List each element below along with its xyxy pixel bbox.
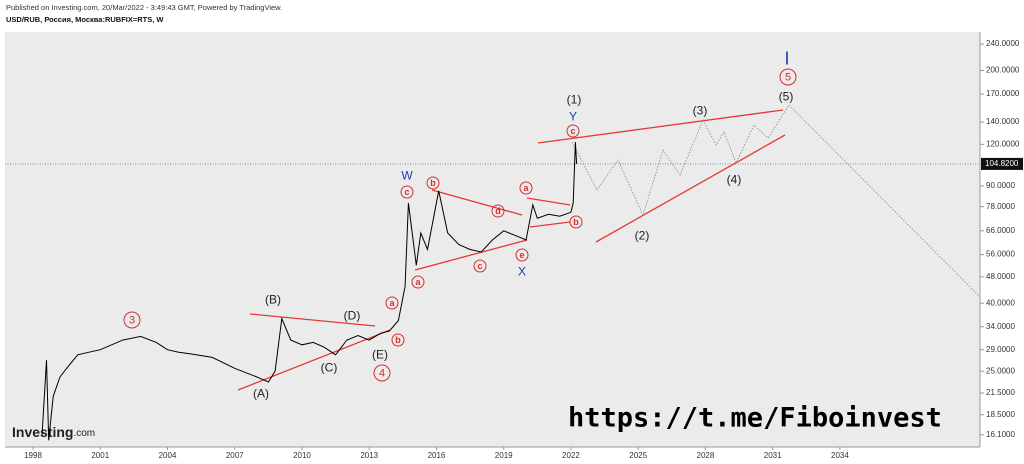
x-tick-label: 2028 [697, 451, 715, 460]
watermark: https://t.me/Fiboinvest [568, 403, 942, 434]
wave-label: (C) [321, 361, 338, 375]
x-tick-label: 2016 [428, 451, 446, 460]
wave-circle [411, 275, 425, 289]
wave-label: (B) [265, 293, 281, 307]
y-tick-label: 16.1000 [986, 430, 1015, 439]
wave-label: a [415, 277, 421, 287]
y-tick-label: 90.0000 [986, 181, 1015, 190]
x-tick-label: 2025 [629, 451, 647, 460]
y-tick-label: 120.0000 [986, 139, 1020, 148]
y-tick-label: 200.0000 [986, 66, 1020, 75]
wave-circle [566, 124, 580, 138]
current-price-label: 104.8200 [985, 159, 1019, 168]
wave-circle [373, 364, 391, 382]
wave-label: (3) [693, 104, 708, 118]
wave-label: c [404, 187, 409, 197]
y-tick-label: 240.0000 [986, 39, 1020, 48]
wave-label: c [477, 261, 482, 271]
wave-label: a [523, 183, 529, 193]
logo-suffix: .com [73, 428, 95, 439]
wave-circle [519, 181, 533, 195]
y-tick-label: 18.5000 [986, 410, 1015, 419]
x-tick-label: 2013 [360, 451, 378, 460]
y-tick-label: 170.0000 [986, 89, 1020, 98]
trend-lines [237, 109, 786, 391]
x-tick-label: 2034 [831, 451, 849, 460]
price-line [41, 141, 578, 441]
wave-circle [473, 259, 487, 273]
current-price-box [981, 157, 1023, 170]
wave-label: (D) [344, 309, 361, 323]
x-tick-label: 2001 [91, 451, 109, 460]
x-tick-label: 2019 [495, 451, 513, 460]
wave-circle [569, 215, 583, 229]
symbol: USD/RUB, Россия, Москва:RUBFIX=RTS, W [6, 15, 164, 24]
published-note: Published on Investing.com, 20/Mar/2022 … [6, 3, 282, 12]
wave-circle [515, 248, 529, 262]
x-tick-label: 2031 [764, 451, 782, 460]
x-tick-label: 2004 [159, 451, 177, 460]
wave-label: (4) [727, 173, 742, 187]
wave-label: 5 [785, 71, 791, 83]
y-tick-label: 66.0000 [986, 226, 1015, 235]
y-tick-label: 29.0000 [986, 345, 1015, 354]
x-tick-label: 1998 [24, 451, 42, 460]
wave-label: (2) [635, 229, 650, 243]
x-tick-label: 2010 [293, 451, 311, 460]
wave-circle [491, 204, 505, 218]
wave-circle [385, 296, 399, 310]
wave-label: (1) [567, 93, 582, 107]
wave-label: 3 [129, 314, 135, 326]
x-tick-label: 2022 [562, 451, 580, 460]
wave-label: b [395, 335, 401, 345]
wave-label: (A) [253, 387, 269, 401]
wave-circle [400, 185, 414, 199]
wave-label: 4 [379, 367, 385, 379]
y-tick-label: 34.0000 [986, 322, 1015, 331]
y-tick-label: 21.5000 [986, 388, 1015, 397]
wave-label: I [784, 48, 789, 68]
wave-label: b [430, 178, 436, 188]
x-tick-label: 2007 [226, 451, 244, 460]
wave-label: (E) [372, 348, 388, 362]
y-tick-label: 48.0000 [986, 272, 1015, 281]
wave-label: d [495, 206, 501, 216]
wave-label: Y [569, 110, 577, 124]
wave-circle [123, 311, 141, 329]
wave-label: X [518, 265, 526, 279]
y-tick-label: 56.0000 [986, 250, 1015, 259]
wave-label: b [573, 217, 579, 227]
y-tick-label: 25.0000 [986, 366, 1015, 375]
wave-label: a [389, 298, 395, 308]
wave-label: e [519, 250, 524, 260]
wave-circle [391, 333, 405, 347]
y-tick-label: 140.0000 [986, 117, 1020, 126]
y-tick-label: 40.0000 [986, 298, 1015, 307]
wave-label: (5) [779, 90, 794, 104]
wave-label: c [570, 126, 575, 136]
wave-circle [426, 176, 440, 190]
wave-circle [779, 68, 797, 86]
wave-label: W [401, 169, 413, 183]
y-tick-label: 78.0000 [986, 202, 1015, 211]
